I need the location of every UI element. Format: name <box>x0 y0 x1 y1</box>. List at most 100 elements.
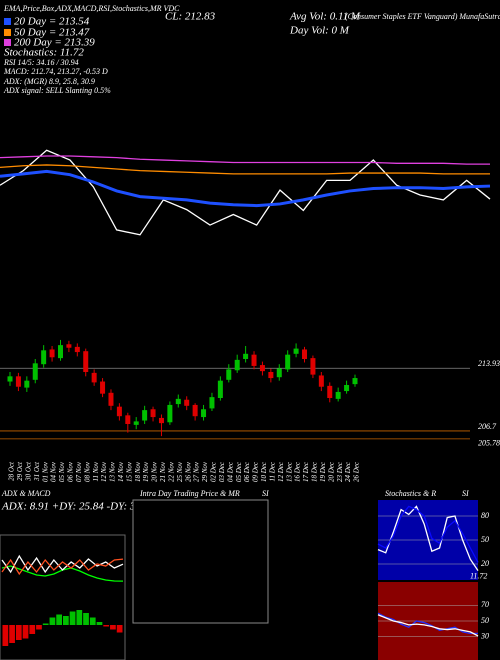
candle-body <box>243 353 249 359</box>
candle-body <box>7 376 13 382</box>
x-tick-label: 01 Nov <box>41 461 49 482</box>
candle-body <box>91 372 97 383</box>
bar <box>42 623 49 625</box>
bar <box>49 617 56 625</box>
candle-body <box>285 354 291 370</box>
candle-body <box>49 349 55 358</box>
x-tick-label: 22 Nov <box>167 461 175 482</box>
x-tick-label: 08 Nov <box>83 461 91 482</box>
candle-body <box>57 345 63 359</box>
x-tick-label: 19 Dec <box>319 461 327 482</box>
line <box>1 554 124 574</box>
panel-title: Intra Day Trading Price & MR <box>139 489 240 498</box>
y-tick-label: 20 <box>481 559 489 568</box>
x-tick-label: 30 Oct <box>24 461 32 482</box>
candle-body <box>251 354 257 366</box>
candle-body <box>192 404 198 417</box>
x-tick-label: 31 Oct <box>33 461 41 482</box>
x-tick-label: 29 Oct <box>16 461 24 481</box>
bar <box>9 625 15 643</box>
adx-values: ADX: 8.91 +DY: 25.84 -DY: 30.9 <box>1 501 150 513</box>
bar <box>110 625 116 630</box>
x-tick-label: 18 Dec <box>311 461 319 482</box>
rsi-text: RSI 14/5: 34.16 / 30.94 <box>3 58 79 67</box>
y-tick-label: 70 <box>481 600 489 609</box>
x-tick-label: 19 Nov <box>142 461 150 482</box>
fund-name: (Consumer Staples ETF Vanguard) MunafaSu… <box>345 12 500 21</box>
candle-body <box>302 349 308 359</box>
bar <box>29 625 36 634</box>
x-tick-label: 27 Nov <box>193 461 201 482</box>
x-tick-label: 02 Dec <box>210 461 218 482</box>
bar <box>56 614 62 625</box>
x-tick-label: 17 Dec <box>302 461 310 482</box>
candle-body <box>276 368 282 378</box>
line <box>1 558 124 576</box>
panel-title: Stochastics & R <box>385 489 436 498</box>
candle-body <box>41 350 47 365</box>
panel-title: ADX & MACD <box>1 489 51 498</box>
x-tick-label: 18 Nov <box>134 461 142 482</box>
x-tick-label: 10 Dec <box>260 461 268 482</box>
bar <box>69 611 76 625</box>
candle-body <box>142 410 148 421</box>
x-tick-label: 25 Nov <box>176 461 184 482</box>
candle-body <box>268 372 274 379</box>
x-tick-label: 06 Nov <box>67 461 75 482</box>
ema20: 20 Day = 213.54 <box>14 16 90 28</box>
bar <box>76 610 83 625</box>
x-tick-label: 03 Dec <box>218 461 226 482</box>
x-tick-label: 12 Nov <box>100 461 108 482</box>
bar <box>83 613 89 625</box>
x-tick-label: 04 Dec <box>226 461 234 482</box>
x-tick-label: 11 Dec <box>268 461 276 481</box>
x-tick-label: 06 Dec <box>243 461 251 482</box>
x-tick-label: 16 Dec <box>294 461 302 482</box>
close: CL: 212.83 <box>165 11 216 23</box>
candle-body <box>226 369 232 380</box>
macd-text: MACD: 212.74, 213.27, -0.53 D <box>3 67 108 76</box>
x-tick-label: 05 Dec <box>235 461 243 482</box>
x-tick-label: 04 Nov <box>50 461 58 482</box>
x-tick-label: 21 Nov <box>159 461 167 482</box>
y-tick-label: 30 <box>480 631 489 640</box>
candle-body <box>158 417 164 424</box>
candle-body <box>167 404 173 423</box>
line <box>0 164 490 175</box>
x-tick-label: 05 Nov <box>58 461 66 482</box>
candle-body <box>259 365 265 372</box>
y-tick-label: 50 <box>481 616 489 625</box>
candle-body <box>15 376 21 387</box>
candle-body <box>108 392 114 406</box>
candle-body <box>335 391 341 399</box>
x-tick-label: 26 Dec <box>353 461 361 482</box>
panel-title: SI <box>462 489 469 498</box>
x-tick-label: 28 Oct <box>8 461 16 481</box>
title: EMA,Price,Box,ADX,MACD,RSI,Stochastics,M… <box>3 4 180 13</box>
candle-body <box>310 358 316 375</box>
ema200: 200 Day = 213.39 <box>14 37 95 49</box>
candle-body <box>32 363 38 380</box>
legend-swatch <box>4 18 11 25</box>
candle-body <box>234 359 240 371</box>
intraday-panel <box>132 499 269 624</box>
candle-body <box>352 378 358 385</box>
x-tick-label: 24 Dec <box>344 461 352 482</box>
x-tick-label: 23 Dec <box>336 461 344 482</box>
day-vol: Day Vol: 0 M <box>289 25 350 37</box>
x-tick-label: 14 Nov <box>117 461 125 482</box>
x-tick-label: 15 Nov <box>125 461 133 482</box>
candle-body <box>201 409 207 418</box>
stoch-text: Stochastics: 11.72 <box>4 47 84 59</box>
x-tick-label: 07 Nov <box>75 461 83 482</box>
candle-body <box>327 385 333 398</box>
candle-body <box>184 399 190 406</box>
candle-body <box>125 415 131 424</box>
bar <box>63 616 69 625</box>
candle-body <box>66 344 72 348</box>
y-tick-label: 80 <box>481 511 489 520</box>
adx-signal: ADX signal: SELL Slanting 0.5% <box>3 86 111 95</box>
candle-body <box>83 351 89 372</box>
x-tick-label: 09 Dec <box>252 461 260 482</box>
